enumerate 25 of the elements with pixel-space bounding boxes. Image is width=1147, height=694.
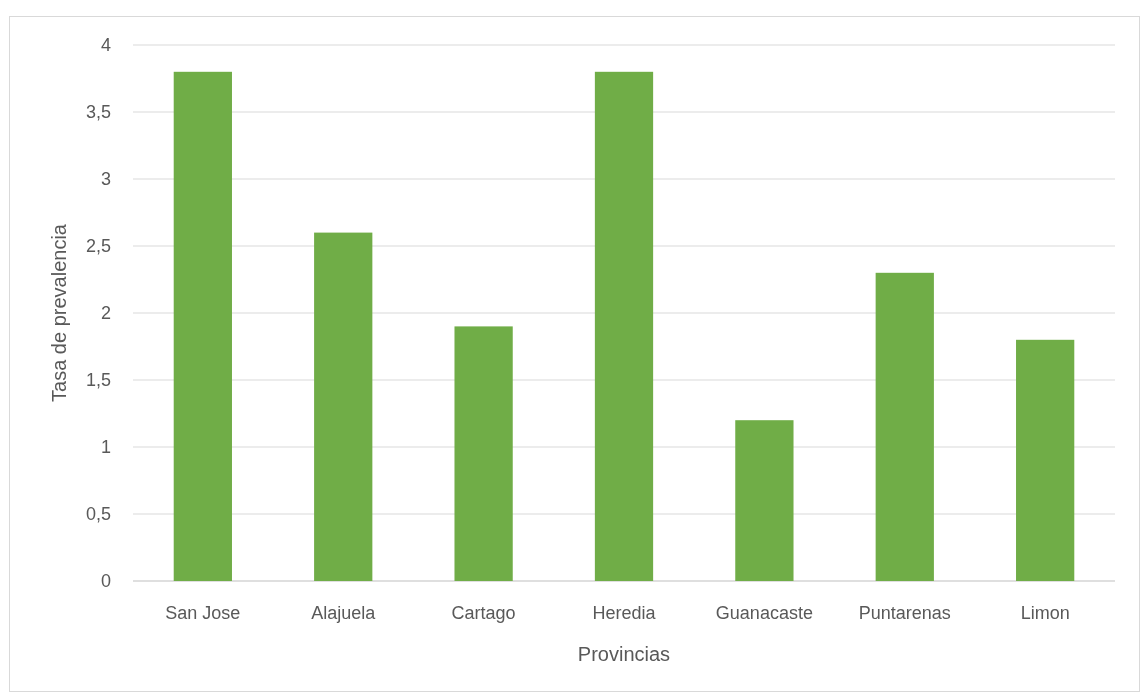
y-tick-label: 3,5 <box>85 102 111 123</box>
y-tick-label: 1 <box>100 437 111 458</box>
x-tick-label: Limon <box>1020 603 1070 623</box>
bar <box>454 326 513 581</box>
x-tick-label: Guanacaste <box>715 603 813 623</box>
y-tick-label: 3 <box>100 169 111 190</box>
bar <box>875 272 934 581</box>
x-tick-label: Puntarenas <box>858 603 951 623</box>
bar <box>1016 339 1075 581</box>
x-tick-label: Alajuela <box>311 603 377 623</box>
y-tick-label: 1,5 <box>85 370 111 391</box>
bar <box>314 232 373 581</box>
x-tick-label: San Jose <box>165 603 241 623</box>
y-tick-label: 0 <box>100 571 111 592</box>
y-tick-label: 4 <box>100 35 111 56</box>
y-axis-title: Tasa de prevalencia <box>48 223 70 402</box>
bar <box>735 420 794 581</box>
bar <box>173 71 232 581</box>
bar <box>594 71 654 581</box>
y-tick-label: 2 <box>100 303 111 324</box>
x-axis-title: Provincias <box>577 643 671 665</box>
y-tick-label: 0,5 <box>85 504 111 525</box>
x-tick-label: Cartago <box>451 603 516 623</box>
x-tick-label: Heredia <box>592 603 657 623</box>
y-tick-label: 2,5 <box>85 236 111 257</box>
